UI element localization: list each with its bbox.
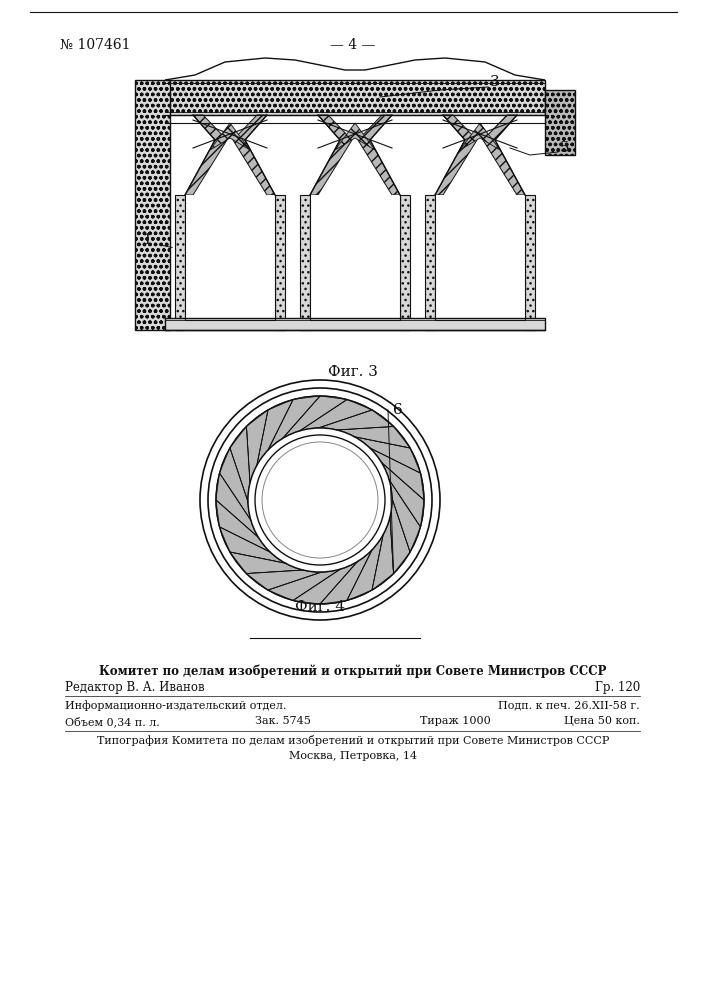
Bar xyxy=(300,320,410,330)
Polygon shape xyxy=(358,115,400,195)
Polygon shape xyxy=(390,498,410,574)
Bar xyxy=(165,80,545,115)
Text: Зак. 5745: Зак. 5745 xyxy=(255,716,311,726)
Text: Информационно-издательский отдел.: Информационно-издательский отдел. xyxy=(65,700,286,711)
Polygon shape xyxy=(185,115,227,195)
Polygon shape xyxy=(220,527,286,563)
Bar xyxy=(275,195,285,330)
Text: 6: 6 xyxy=(393,403,403,417)
Bar xyxy=(175,195,185,330)
Bar xyxy=(400,195,410,330)
Polygon shape xyxy=(210,123,250,150)
Polygon shape xyxy=(257,400,293,466)
Text: Фиг. 4: Фиг. 4 xyxy=(295,600,345,614)
Text: Фиг. 3: Фиг. 3 xyxy=(328,365,378,379)
Bar xyxy=(525,195,535,330)
Polygon shape xyxy=(216,500,271,552)
Polygon shape xyxy=(335,123,375,150)
Polygon shape xyxy=(372,517,394,590)
Text: Объем 0,34 п. л.: Объем 0,34 п. л. xyxy=(65,716,160,727)
Polygon shape xyxy=(310,115,352,195)
Polygon shape xyxy=(268,569,341,600)
Polygon shape xyxy=(483,115,525,195)
Text: 3: 3 xyxy=(490,75,500,89)
Text: Цена 50 коп.: Цена 50 коп. xyxy=(564,716,640,726)
Text: 1: 1 xyxy=(142,233,152,247)
Text: — 4 —: — 4 — xyxy=(330,38,375,52)
Polygon shape xyxy=(247,570,322,590)
Circle shape xyxy=(255,435,385,565)
Bar xyxy=(165,80,545,115)
Polygon shape xyxy=(230,426,250,502)
Bar xyxy=(165,318,545,330)
Bar xyxy=(310,195,400,320)
Polygon shape xyxy=(247,410,268,483)
Polygon shape xyxy=(233,115,275,195)
Polygon shape xyxy=(389,480,421,552)
Polygon shape xyxy=(282,396,347,439)
Bar xyxy=(425,320,535,330)
Circle shape xyxy=(248,428,392,572)
Text: Москва, Петровка, 14: Москва, Петровка, 14 xyxy=(289,751,417,761)
Polygon shape xyxy=(300,400,372,431)
Text: 5: 5 xyxy=(560,141,570,155)
Bar xyxy=(175,320,285,330)
Polygon shape xyxy=(220,448,251,520)
Bar xyxy=(425,195,435,330)
Bar xyxy=(435,195,525,320)
Polygon shape xyxy=(381,462,424,527)
Text: Гр. 120: Гр. 120 xyxy=(595,681,640,694)
Polygon shape xyxy=(337,426,410,448)
Text: № 107461: № 107461 xyxy=(60,38,131,52)
Text: Редактор В. А. Иванов: Редактор В. А. Иванов xyxy=(65,681,204,694)
Polygon shape xyxy=(354,437,421,473)
Polygon shape xyxy=(216,473,259,538)
Wedge shape xyxy=(216,396,424,604)
Polygon shape xyxy=(320,550,373,604)
Circle shape xyxy=(262,442,378,558)
Polygon shape xyxy=(230,552,303,574)
Polygon shape xyxy=(435,115,477,195)
Circle shape xyxy=(200,380,440,620)
Polygon shape xyxy=(293,561,358,604)
Polygon shape xyxy=(370,448,424,500)
Text: Комитет по делам изобретений и открытий при Совете Министров СССР: Комитет по делам изобретений и открытий … xyxy=(99,665,607,678)
Bar xyxy=(135,80,170,330)
Text: Тираж 1000: Тираж 1000 xyxy=(420,716,491,726)
Polygon shape xyxy=(460,123,500,150)
Polygon shape xyxy=(318,410,394,430)
Bar xyxy=(185,195,275,320)
Text: Подп. к печ. 26.XII-58 г.: Подп. к печ. 26.XII-58 г. xyxy=(498,700,640,710)
Circle shape xyxy=(208,388,432,612)
Polygon shape xyxy=(268,396,320,450)
Text: Типография Комитета по делам изобретений и открытий при Совете Министров СССР: Типография Комитета по делам изобретений… xyxy=(97,735,609,746)
Bar xyxy=(300,195,310,330)
Bar xyxy=(545,90,575,155)
Polygon shape xyxy=(347,534,383,600)
